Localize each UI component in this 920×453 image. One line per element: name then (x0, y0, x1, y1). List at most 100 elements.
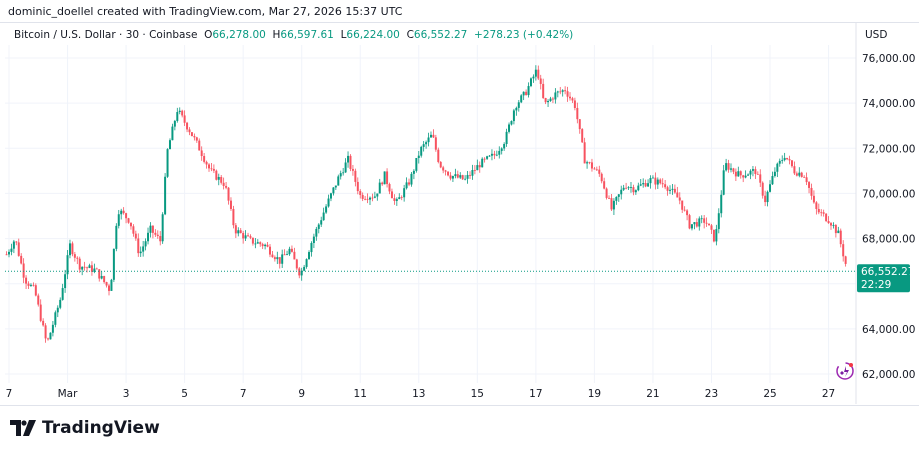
candle (59, 299, 62, 308)
candle (532, 76, 535, 79)
candle (373, 196, 376, 198)
candle (137, 238, 140, 254)
candle (454, 174, 457, 177)
candle (729, 168, 732, 170)
candle (751, 169, 754, 171)
candle (283, 254, 286, 256)
candle (839, 230, 842, 245)
symbol-title[interactable]: Bitcoin / U.S. Dollar · 30 · Coinbase (14, 29, 198, 41)
candle (254, 243, 257, 245)
candle (651, 177, 654, 179)
candle (844, 256, 847, 264)
y-tick-label: 76,000.00 (862, 53, 915, 65)
y-tick-label: 72,000.00 (862, 143, 915, 155)
candle (578, 119, 581, 130)
candle (600, 173, 603, 182)
candle (34, 285, 37, 296)
candle (764, 195, 767, 203)
candle (12, 241, 15, 249)
candle (478, 165, 481, 168)
candle (595, 169, 598, 171)
candle (622, 187, 625, 190)
candle (73, 254, 76, 258)
candle (517, 102, 520, 108)
candle (627, 187, 630, 189)
candle (317, 224, 320, 229)
candle (703, 218, 706, 223)
candle (44, 325, 47, 339)
candle (676, 192, 679, 198)
candle (8, 251, 10, 255)
candle (427, 137, 430, 143)
candle (308, 252, 311, 260)
candle (590, 162, 593, 169)
candle (717, 213, 720, 230)
candle (176, 112, 179, 121)
candle (320, 220, 323, 225)
candle (720, 194, 723, 214)
candle (556, 91, 559, 93)
candle (539, 78, 542, 84)
candle (93, 268, 96, 272)
candle (820, 212, 823, 214)
x-tick-label: 13 (412, 388, 425, 400)
x-tick-label: 23 (705, 388, 718, 400)
candle (388, 184, 391, 192)
candle (688, 215, 691, 229)
candle (790, 160, 793, 167)
candle (217, 176, 220, 180)
candle (312, 236, 315, 244)
candle (108, 285, 111, 291)
candle (232, 208, 235, 226)
candle (264, 244, 267, 247)
candle (239, 230, 242, 234)
candle (773, 171, 776, 177)
candle (647, 183, 650, 187)
candle (447, 171, 450, 176)
candle (500, 148, 503, 151)
candle (115, 225, 118, 249)
x-tick-label: 25 (763, 388, 776, 400)
x-tick-label: 9 (298, 388, 305, 400)
y-tick-label: 74,000.00 (862, 98, 915, 110)
candle (798, 172, 801, 176)
candle (837, 230, 840, 234)
candle (825, 213, 828, 222)
candle (715, 229, 718, 242)
candle (673, 188, 676, 193)
candle (208, 164, 211, 169)
candle (444, 170, 447, 172)
currency-label[interactable]: USD (865, 29, 888, 41)
candle (364, 198, 367, 200)
candle (144, 241, 147, 247)
candle (822, 212, 825, 214)
candle (66, 255, 69, 275)
candle (247, 235, 250, 237)
candle (390, 191, 393, 199)
candle (449, 175, 452, 179)
candle (327, 198, 330, 207)
candle (20, 255, 23, 264)
grid (5, 45, 856, 383)
candle (103, 276, 106, 283)
candle (564, 90, 567, 92)
x-tick-label: 27 (822, 388, 835, 400)
candle (842, 244, 845, 257)
candle (300, 270, 303, 276)
candle (251, 237, 254, 244)
candle (393, 198, 396, 201)
candle (315, 228, 318, 237)
tradingview-logo[interactable]: TradingView (10, 418, 160, 438)
candle (173, 120, 176, 127)
candle (112, 248, 115, 280)
candle (332, 187, 335, 194)
candle (586, 162, 589, 164)
candle (629, 187, 632, 188)
candle (195, 137, 198, 141)
open-label: O (204, 29, 213, 41)
candle (142, 246, 145, 252)
candle (432, 134, 435, 138)
candle (510, 121, 513, 125)
candle (71, 243, 74, 255)
